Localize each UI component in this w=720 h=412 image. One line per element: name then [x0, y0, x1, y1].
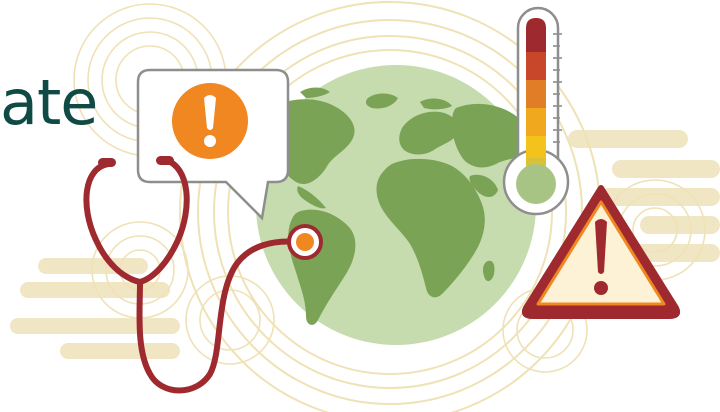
thermometer-scale [526, 18, 546, 172]
thermometer-ticks [553, 33, 562, 143]
thermometer-icon [502, 6, 570, 216]
stethoscope-earpiece-left [98, 158, 116, 167]
heading-text-fragment: ate [0, 66, 98, 139]
warning-triangle-icon [521, 185, 681, 319]
globe-icon [256, 65, 536, 345]
speech-bubble-alert-icon [136, 68, 290, 221]
background-stripes-right [568, 130, 720, 262]
thermometer-bulb [516, 164, 556, 204]
stethoscope-chestpiece [287, 224, 323, 260]
stethoscope-icon [83, 156, 301, 394]
stethoscope-earpiece-right [156, 156, 174, 165]
